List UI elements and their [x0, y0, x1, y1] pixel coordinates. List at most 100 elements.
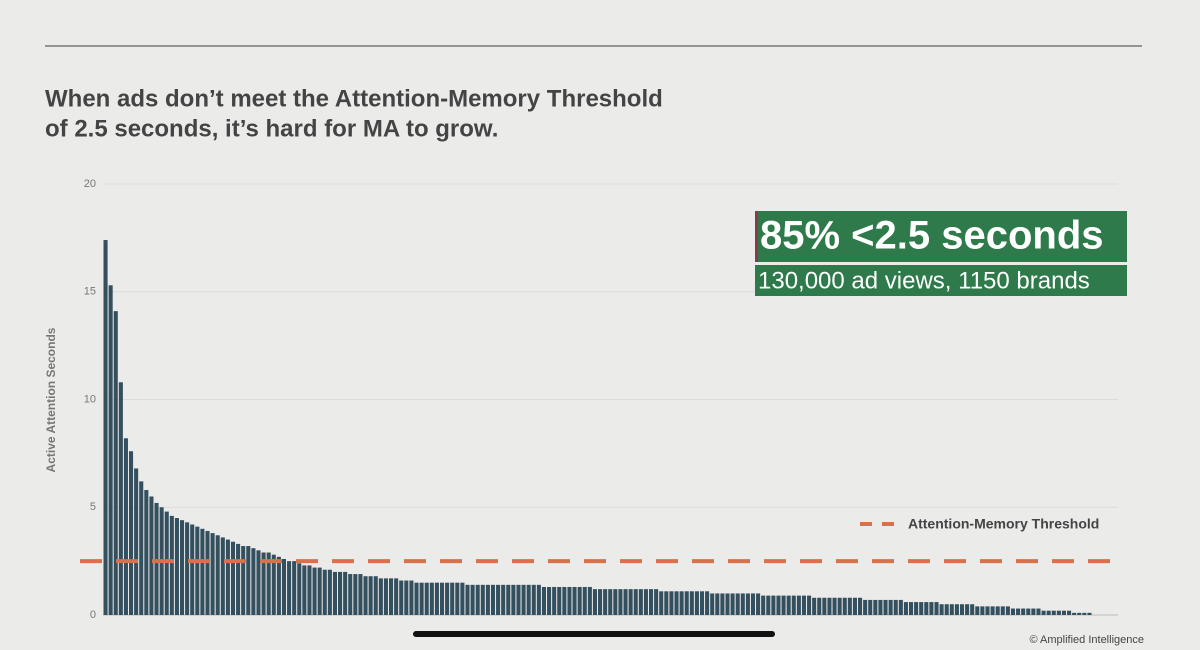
bar: [378, 578, 383, 615]
bar: [439, 582, 445, 615]
bar: [954, 604, 959, 615]
bar: [832, 597, 837, 615]
bar: [185, 522, 190, 615]
bar: [302, 565, 307, 615]
bar: [807, 595, 812, 615]
bar: [154, 502, 159, 615]
bar: [338, 571, 343, 615]
bar: [674, 591, 679, 615]
bar: [735, 593, 740, 615]
bar: [603, 589, 608, 615]
bar: [908, 602, 914, 615]
bar: [914, 602, 919, 615]
chart-title: When ads don’t meet the Attention-Memory…: [45, 85, 663, 112]
bar: [858, 597, 863, 615]
bar: [592, 589, 597, 615]
bar: [567, 586, 572, 615]
bar: [195, 526, 200, 615]
bar: [883, 599, 888, 615]
bar: [200, 528, 205, 615]
bar: [1041, 610, 1046, 615]
bar: [1000, 606, 1005, 615]
bar: [903, 602, 908, 615]
bar: [276, 556, 281, 615]
bar: [893, 599, 898, 615]
bar: [307, 565, 312, 615]
bar: [740, 593, 745, 615]
bar: [659, 591, 664, 615]
bar: [720, 593, 725, 615]
bar: [562, 586, 567, 615]
y-tick-label: 10: [84, 393, 96, 405]
bar: [541, 586, 547, 615]
bar: [521, 584, 526, 615]
bar: [1010, 608, 1016, 615]
bar: [965, 604, 970, 615]
bar: [1067, 610, 1072, 615]
bar: [241, 546, 246, 615]
y-tick-label: 5: [90, 501, 96, 513]
bar: [230, 541, 236, 615]
bar: [103, 240, 108, 615]
bar: [776, 595, 781, 615]
bar: [801, 595, 807, 615]
bar: [1021, 608, 1026, 615]
bar: [618, 589, 623, 615]
y-tick-label: 20: [84, 178, 96, 190]
bar: [409, 580, 414, 615]
bar: [847, 597, 852, 615]
bar: [424, 582, 429, 615]
bar: [689, 591, 694, 615]
bar: [970, 604, 975, 615]
bar: [939, 604, 944, 615]
bar: [332, 571, 337, 615]
bar: [475, 584, 480, 615]
bar: [404, 580, 409, 615]
bar: [399, 580, 404, 615]
bar: [139, 481, 144, 615]
bar: [134, 468, 139, 615]
bar: [536, 584, 541, 615]
bar: [587, 586, 592, 615]
bar: [643, 589, 648, 615]
bar: [496, 584, 501, 615]
bar: [1082, 612, 1087, 615]
bar: [842, 597, 847, 615]
bar: [664, 591, 669, 615]
bar: [577, 586, 582, 615]
bar: [684, 591, 689, 615]
bar: [547, 586, 552, 615]
bar: [628, 589, 633, 615]
bar: [1061, 610, 1067, 615]
bar: [450, 582, 455, 615]
bar: [679, 591, 684, 615]
bar: [205, 530, 210, 615]
bar: [745, 593, 750, 615]
bar: [363, 576, 368, 615]
bar: [190, 524, 195, 615]
bar: [812, 597, 817, 615]
annotation-box: [755, 211, 1127, 262]
bar: [465, 584, 470, 615]
bar: [353, 574, 358, 615]
bar: [118, 382, 123, 615]
bar: [730, 593, 735, 615]
bar: [572, 586, 577, 615]
bar: [552, 586, 557, 615]
bar: [123, 438, 128, 615]
bar: [781, 595, 786, 615]
bar: [480, 584, 485, 615]
bar: [327, 569, 332, 615]
bar: [388, 578, 394, 615]
bar: [654, 589, 659, 615]
bar: [827, 597, 832, 615]
bar: [766, 595, 771, 615]
bar: [975, 606, 980, 615]
bar: [251, 548, 256, 615]
bar: [236, 543, 241, 615]
bar: [271, 554, 276, 615]
bar: [715, 593, 720, 615]
bar: [470, 584, 475, 615]
bar: [128, 451, 134, 615]
bar: [949, 604, 954, 615]
